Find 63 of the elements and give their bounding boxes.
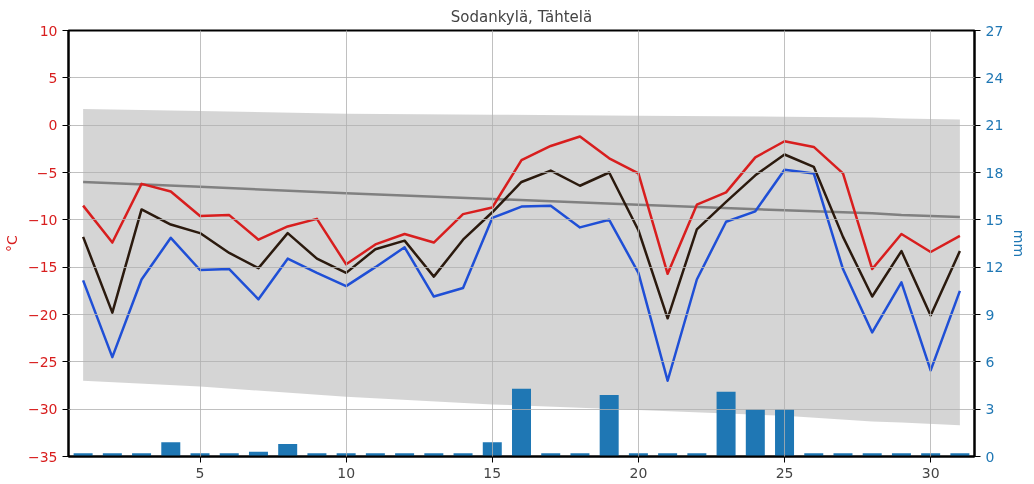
bar: [132, 453, 152, 457]
chart-title: Sodankylä, Tähtelä: [450, 7, 593, 26]
bar: [453, 453, 473, 457]
x-tick-label: 5: [195, 464, 205, 481]
y2-tick-label: 3: [985, 401, 995, 418]
y2-tick-label: 15: [985, 211, 1004, 228]
bar: [395, 453, 415, 457]
y-tick-label: 0: [48, 117, 58, 134]
bar: [541, 453, 561, 457]
bar: [73, 453, 93, 457]
x-tick-label: 10: [337, 464, 356, 481]
bar: [512, 388, 531, 457]
y2-tick-label: 27: [985, 22, 1004, 39]
y-tick-label: 5: [48, 69, 58, 86]
bar: [775, 409, 795, 457]
y2-tick-label: 24: [985, 69, 1004, 86]
bar: [482, 442, 502, 457]
y2-tick-label: 12: [985, 259, 1004, 276]
y-tick-label: −15: [27, 259, 58, 276]
bar: [687, 453, 707, 457]
line-series: [81, 153, 962, 320]
y2-axis-title: mm: [1011, 229, 1028, 258]
bar: [716, 391, 736, 457]
y-tick-label: −25: [27, 353, 58, 370]
y2-tick-label: 0: [985, 448, 995, 465]
bar: [833, 453, 853, 457]
y2-tick-label: 18: [985, 164, 1004, 181]
bar: [658, 453, 678, 457]
bar: [102, 453, 122, 457]
bar: [219, 453, 239, 457]
bar: [424, 453, 444, 457]
bar: [365, 453, 385, 457]
bar: [745, 409, 765, 457]
bar: [921, 453, 941, 457]
line-series: [81, 180, 962, 219]
bar: [161, 442, 181, 457]
y-axis-title: °C: [3, 234, 20, 252]
y2-tick-label: 21: [985, 117, 1004, 134]
y2-tick-label: 9: [985, 306, 995, 323]
x-tick-label: 20: [629, 464, 648, 481]
y-tick-label: −30: [27, 401, 58, 418]
y2-tick-label: 6: [985, 353, 995, 370]
bar: [307, 453, 327, 457]
bar: [278, 443, 298, 457]
x-tick-label: 25: [775, 464, 794, 481]
bar: [628, 453, 648, 457]
bar: [336, 453, 356, 457]
bar: [950, 453, 970, 457]
y-tick-label: −10: [27, 211, 58, 228]
y-tick-label: −35: [27, 448, 58, 465]
y-tick-label: −5: [36, 164, 58, 181]
bar: [891, 453, 911, 457]
y-tick-label: 10: [39, 22, 58, 39]
bar: [190, 453, 210, 457]
x-tick-label: 15: [483, 464, 502, 481]
bar: [862, 453, 882, 457]
bar: [570, 453, 590, 457]
line-series: [81, 135, 962, 276]
bar: [599, 394, 619, 457]
bar: [804, 453, 824, 457]
x-tick-label: 30: [921, 464, 940, 481]
y-tick-label: −20: [27, 306, 58, 323]
line-series: [81, 168, 962, 383]
